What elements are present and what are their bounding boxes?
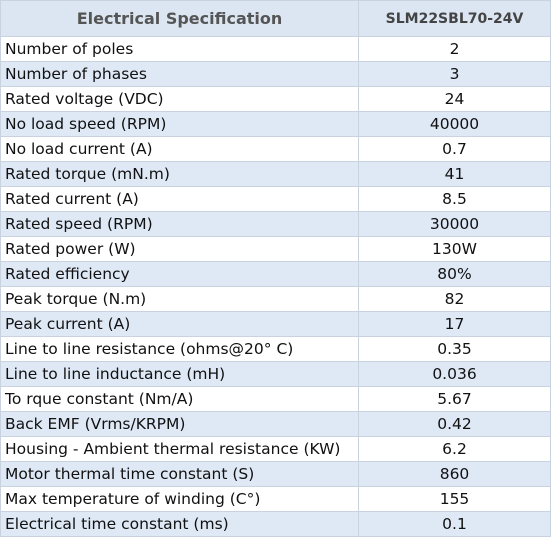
spec-row: Number of phases 3	[0, 61, 551, 87]
spec-row: Housing - Ambient thermal resistance (KW…	[0, 436, 551, 462]
spec-value: 0.35	[358, 336, 551, 362]
spec-value: 0.036	[358, 361, 551, 387]
spec-value: 3	[358, 61, 551, 87]
spec-value: 8.5	[358, 186, 551, 212]
spec-label: Rated voltage (VDC)	[0, 86, 359, 112]
header-row: Electrical Specification SLM22SBL70-24V	[0, 0, 551, 37]
spec-row: Back EMF (Vrms/KRPM) 0.42	[0, 411, 551, 437]
spec-label: No load current (A)	[0, 136, 359, 162]
spec-value: 80%	[358, 261, 551, 287]
spec-row: Max temperature of winding (C°) 155	[0, 486, 551, 512]
spec-row: Line to line inductance (mH) 0.036	[0, 361, 551, 387]
spec-label: Line to line resistance (ohms@20° C)	[0, 336, 359, 362]
spec-row: Electrical time constant (ms) 0.1	[0, 511, 551, 537]
spec-value: 82	[358, 286, 551, 312]
spec-row: Rated current (A) 8.5	[0, 186, 551, 212]
spec-row: Rated efficiency 80%	[0, 261, 551, 287]
spec-row: Number of poles 2	[0, 36, 551, 62]
spec-row: Rated speed (RPM) 30000	[0, 211, 551, 237]
spec-row: To rque constant (Nm/A) 5.67	[0, 386, 551, 412]
spec-value: 17	[358, 311, 551, 337]
header-cell: SLM22SBL70-24V	[358, 0, 551, 37]
spec-value: 0.42	[358, 411, 551, 437]
spec-row: Peak torque (N.m) 82	[0, 286, 551, 312]
spec-label: Number of phases	[0, 61, 359, 87]
spec-label: Electrical time constant (ms)	[0, 511, 359, 537]
spec-label: Number of poles	[0, 36, 359, 62]
spec-label: Rated power (W)	[0, 236, 359, 262]
spec-label: Peak torque (N.m)	[0, 286, 359, 312]
spec-label: Peak current (A)	[0, 311, 359, 337]
spec-value: 130W	[358, 236, 551, 262]
spec-label: Motor thermal time constant (S)	[0, 461, 359, 487]
spec-value: 2	[358, 36, 551, 62]
spec-label: Back EMF (Vrms/KRPM)	[0, 411, 359, 437]
spec-label: Rated speed (RPM)	[0, 211, 359, 237]
spec-label: Line to line inductance (mH)	[0, 361, 359, 387]
spec-value: 41	[358, 161, 551, 187]
spec-label: Housing - Ambient thermal resistance (KW…	[0, 436, 359, 462]
spec-value: 40000	[358, 111, 551, 137]
spec-value: 5.67	[358, 386, 551, 412]
table-body: Number of poles 2 Number of phases 3 Rated v…	[0, 36, 551, 537]
spec-label: To rque constant (Nm/A)	[0, 386, 359, 412]
spec-value: 30000	[358, 211, 551, 237]
spec-label: Max temperature of winding (C°)	[0, 486, 359, 512]
spec-label: Rated efficiency	[0, 261, 359, 287]
spec-label: Rated current (A)	[0, 186, 359, 212]
spec-row: No load current (A) 0.7	[0, 136, 551, 162]
spec-row: Line to line resistance (ohms@20° C) 0.35	[0, 336, 551, 362]
spec-value: 860	[358, 461, 551, 487]
spec-label: No load speed (RPM)	[0, 111, 359, 137]
spec-row: Peak current (A) 17	[0, 311, 551, 337]
spec-value: 0.7	[358, 136, 551, 162]
spec-row: Rated power (W) 130W	[0, 236, 551, 262]
spec-row: No load speed (RPM) 40000	[0, 111, 551, 137]
spec-row: Rated voltage (VDC) 24	[0, 86, 551, 112]
header-cell: Electrical Specification	[0, 0, 359, 37]
spec-value: 0.1	[358, 511, 551, 537]
spec-row: Rated torque (mN.m) 41	[0, 161, 551, 187]
spec-label: Rated torque (mN.m)	[0, 161, 359, 187]
spec-row: Motor thermal time constant (S) 860	[0, 461, 551, 487]
spec-value: 6.2	[358, 436, 551, 462]
spec-value: 24	[358, 86, 551, 112]
spec-value: 155	[358, 486, 551, 512]
